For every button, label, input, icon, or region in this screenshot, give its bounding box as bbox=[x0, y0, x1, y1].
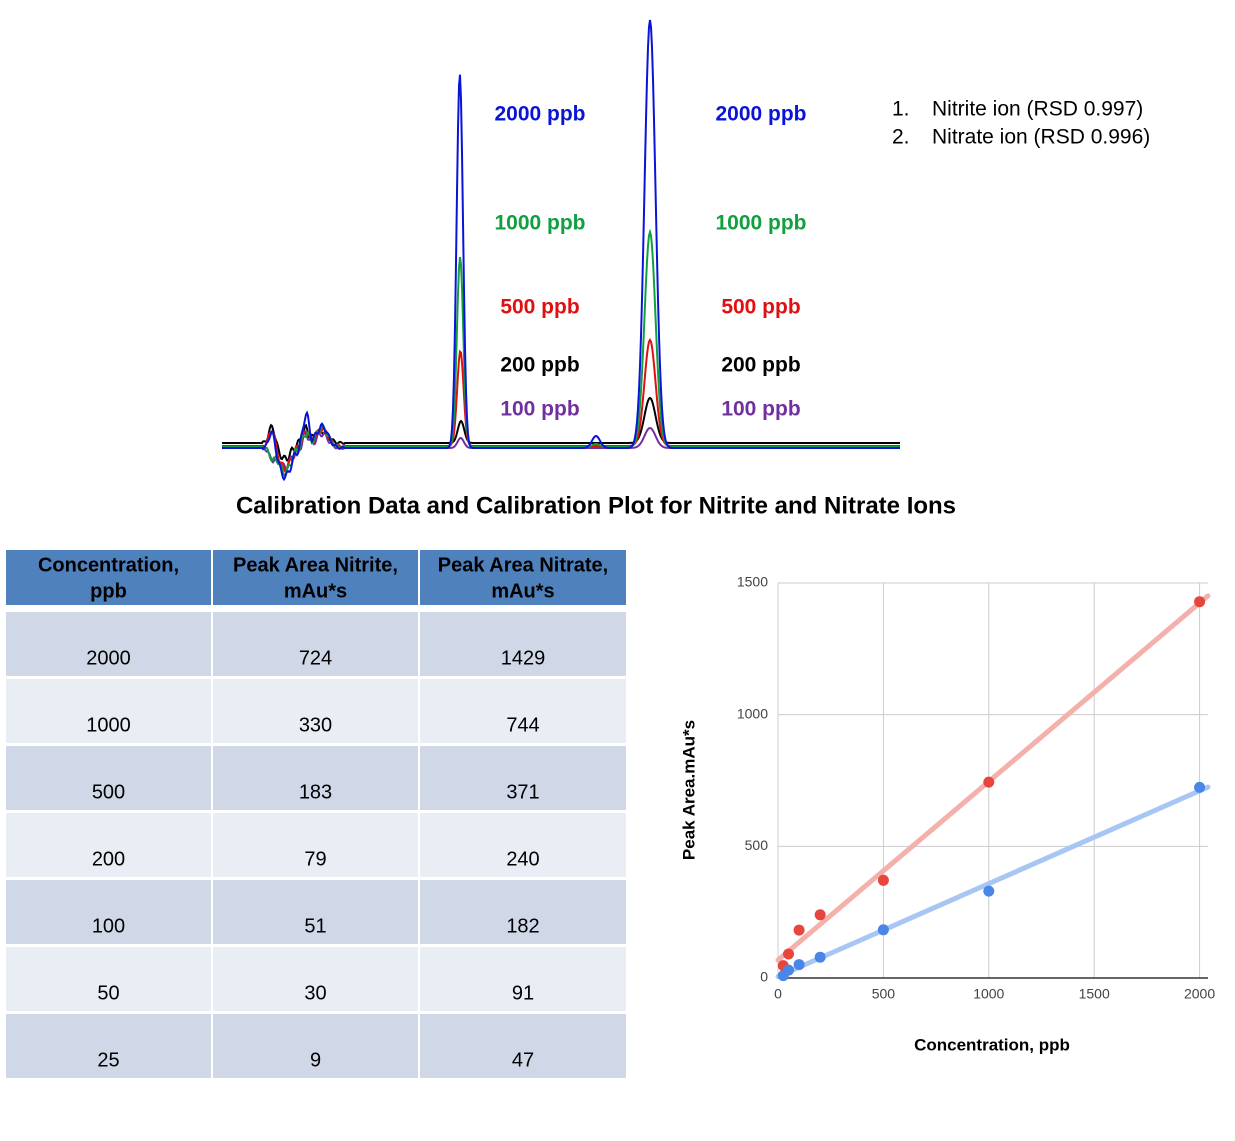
x-tick-label: 2000 bbox=[1184, 986, 1215, 1002]
table-cell bbox=[213, 947, 418, 1011]
x-tick-label: 500 bbox=[872, 986, 896, 1002]
table-cell bbox=[213, 1014, 418, 1078]
peak-label: 100 ppb bbox=[500, 398, 579, 421]
cell-text: 1429 bbox=[501, 647, 546, 669]
x-tick-label: 1500 bbox=[1079, 986, 1110, 1002]
cell-text: 100 bbox=[92, 915, 125, 937]
table-cell bbox=[6, 679, 211, 743]
trace bbox=[222, 396, 900, 462]
header-text: Peak Area Nitrate, bbox=[438, 554, 608, 576]
legend-number: 2. bbox=[892, 126, 910, 149]
peak-label: 200 ppb bbox=[500, 354, 579, 377]
peak-label: 2000 ppb bbox=[494, 103, 585, 126]
legend-text: Nitrate ion (RSD 0.996) bbox=[932, 126, 1150, 149]
title: Calibration Data and Calibration Plot fo… bbox=[236, 492, 956, 519]
header-cell bbox=[420, 550, 626, 605]
header-text: Concentration, bbox=[38, 554, 179, 576]
point bbox=[1194, 596, 1206, 608]
point bbox=[783, 948, 795, 960]
x-tick-label: 1000 bbox=[973, 986, 1004, 1002]
point bbox=[877, 924, 889, 936]
point bbox=[793, 959, 805, 971]
table-cell bbox=[6, 947, 211, 1011]
cell-text: 79 bbox=[304, 848, 326, 870]
peak-label: 100 ppb bbox=[721, 398, 800, 421]
cell-text: 91 bbox=[512, 982, 534, 1004]
table-cell bbox=[420, 612, 626, 676]
trendline bbox=[775, 593, 1211, 963]
point bbox=[983, 776, 995, 788]
peak-label: 1000 ppb bbox=[494, 212, 585, 235]
header-cell bbox=[6, 550, 211, 605]
legend-number: 1. bbox=[892, 98, 910, 121]
table-cell bbox=[213, 679, 418, 743]
cell-text: 240 bbox=[506, 848, 539, 870]
table-cell bbox=[6, 880, 211, 944]
cell-text: 47 bbox=[512, 1049, 534, 1071]
table-cell bbox=[6, 746, 211, 810]
cell-text: 1000 bbox=[86, 714, 131, 736]
cell-text: 183 bbox=[299, 781, 332, 803]
table-cell bbox=[213, 746, 418, 810]
header-text: mAu*s bbox=[491, 580, 554, 602]
cell-text: 182 bbox=[506, 915, 539, 937]
table-cell bbox=[420, 813, 626, 877]
cell-text: 30 bbox=[304, 982, 326, 1004]
cell-text: 200 bbox=[92, 848, 125, 870]
y-tick-label: 1500 bbox=[737, 574, 768, 590]
peak-label: 2000 ppb bbox=[715, 103, 806, 126]
trendline bbox=[775, 784, 1211, 980]
table-cell bbox=[420, 1014, 626, 1078]
table-cell bbox=[213, 612, 418, 676]
cell-text: 9 bbox=[310, 1049, 321, 1071]
legend-text: Nitrite ion (RSD 0.997) bbox=[932, 98, 1143, 121]
point bbox=[877, 874, 889, 886]
point bbox=[814, 951, 826, 963]
peak-label: 500 ppb bbox=[721, 296, 800, 319]
cell-text: 25 bbox=[97, 1049, 119, 1071]
trace bbox=[222, 19, 900, 482]
point bbox=[793, 924, 805, 936]
point bbox=[814, 909, 826, 921]
table-cell bbox=[6, 612, 211, 676]
cell-text: 51 bbox=[304, 915, 326, 937]
table-cell bbox=[420, 880, 626, 944]
x-tick-label: 0 bbox=[774, 986, 782, 1002]
y-tick-label: 1000 bbox=[737, 705, 768, 721]
header-cell bbox=[213, 550, 418, 605]
peak-label: 500 ppb bbox=[500, 296, 579, 319]
point bbox=[983, 885, 995, 897]
y-axis-label: Peak Area.mAu*s bbox=[679, 720, 698, 860]
table-cell bbox=[213, 813, 418, 877]
point bbox=[1194, 781, 1206, 793]
point bbox=[777, 970, 789, 982]
cell-text: 50 bbox=[97, 982, 119, 1004]
table-cell bbox=[6, 1014, 211, 1078]
table-cell bbox=[420, 679, 626, 743]
y-tick-label: 500 bbox=[745, 837, 769, 853]
cell-text: 330 bbox=[299, 714, 332, 736]
table-cell bbox=[213, 880, 418, 944]
header-text: Peak Area Nitrite, bbox=[233, 554, 398, 576]
table-cell bbox=[6, 813, 211, 877]
table-cell bbox=[420, 947, 626, 1011]
x-axis-label: Concentration, ppb bbox=[914, 1035, 1070, 1054]
peak-label: 1000 ppb bbox=[715, 212, 806, 235]
peak-label: 200 ppb bbox=[721, 354, 800, 377]
table-cell bbox=[420, 746, 626, 810]
header-text: ppb bbox=[90, 580, 127, 602]
cell-text: 724 bbox=[299, 647, 332, 669]
cell-text: 744 bbox=[506, 714, 539, 736]
y-tick-label: 0 bbox=[760, 969, 768, 985]
header-text: mAu*s bbox=[284, 580, 347, 602]
cell-text: 500 bbox=[92, 781, 125, 803]
cell-text: 371 bbox=[506, 781, 539, 803]
cell-text: 2000 bbox=[86, 647, 131, 669]
